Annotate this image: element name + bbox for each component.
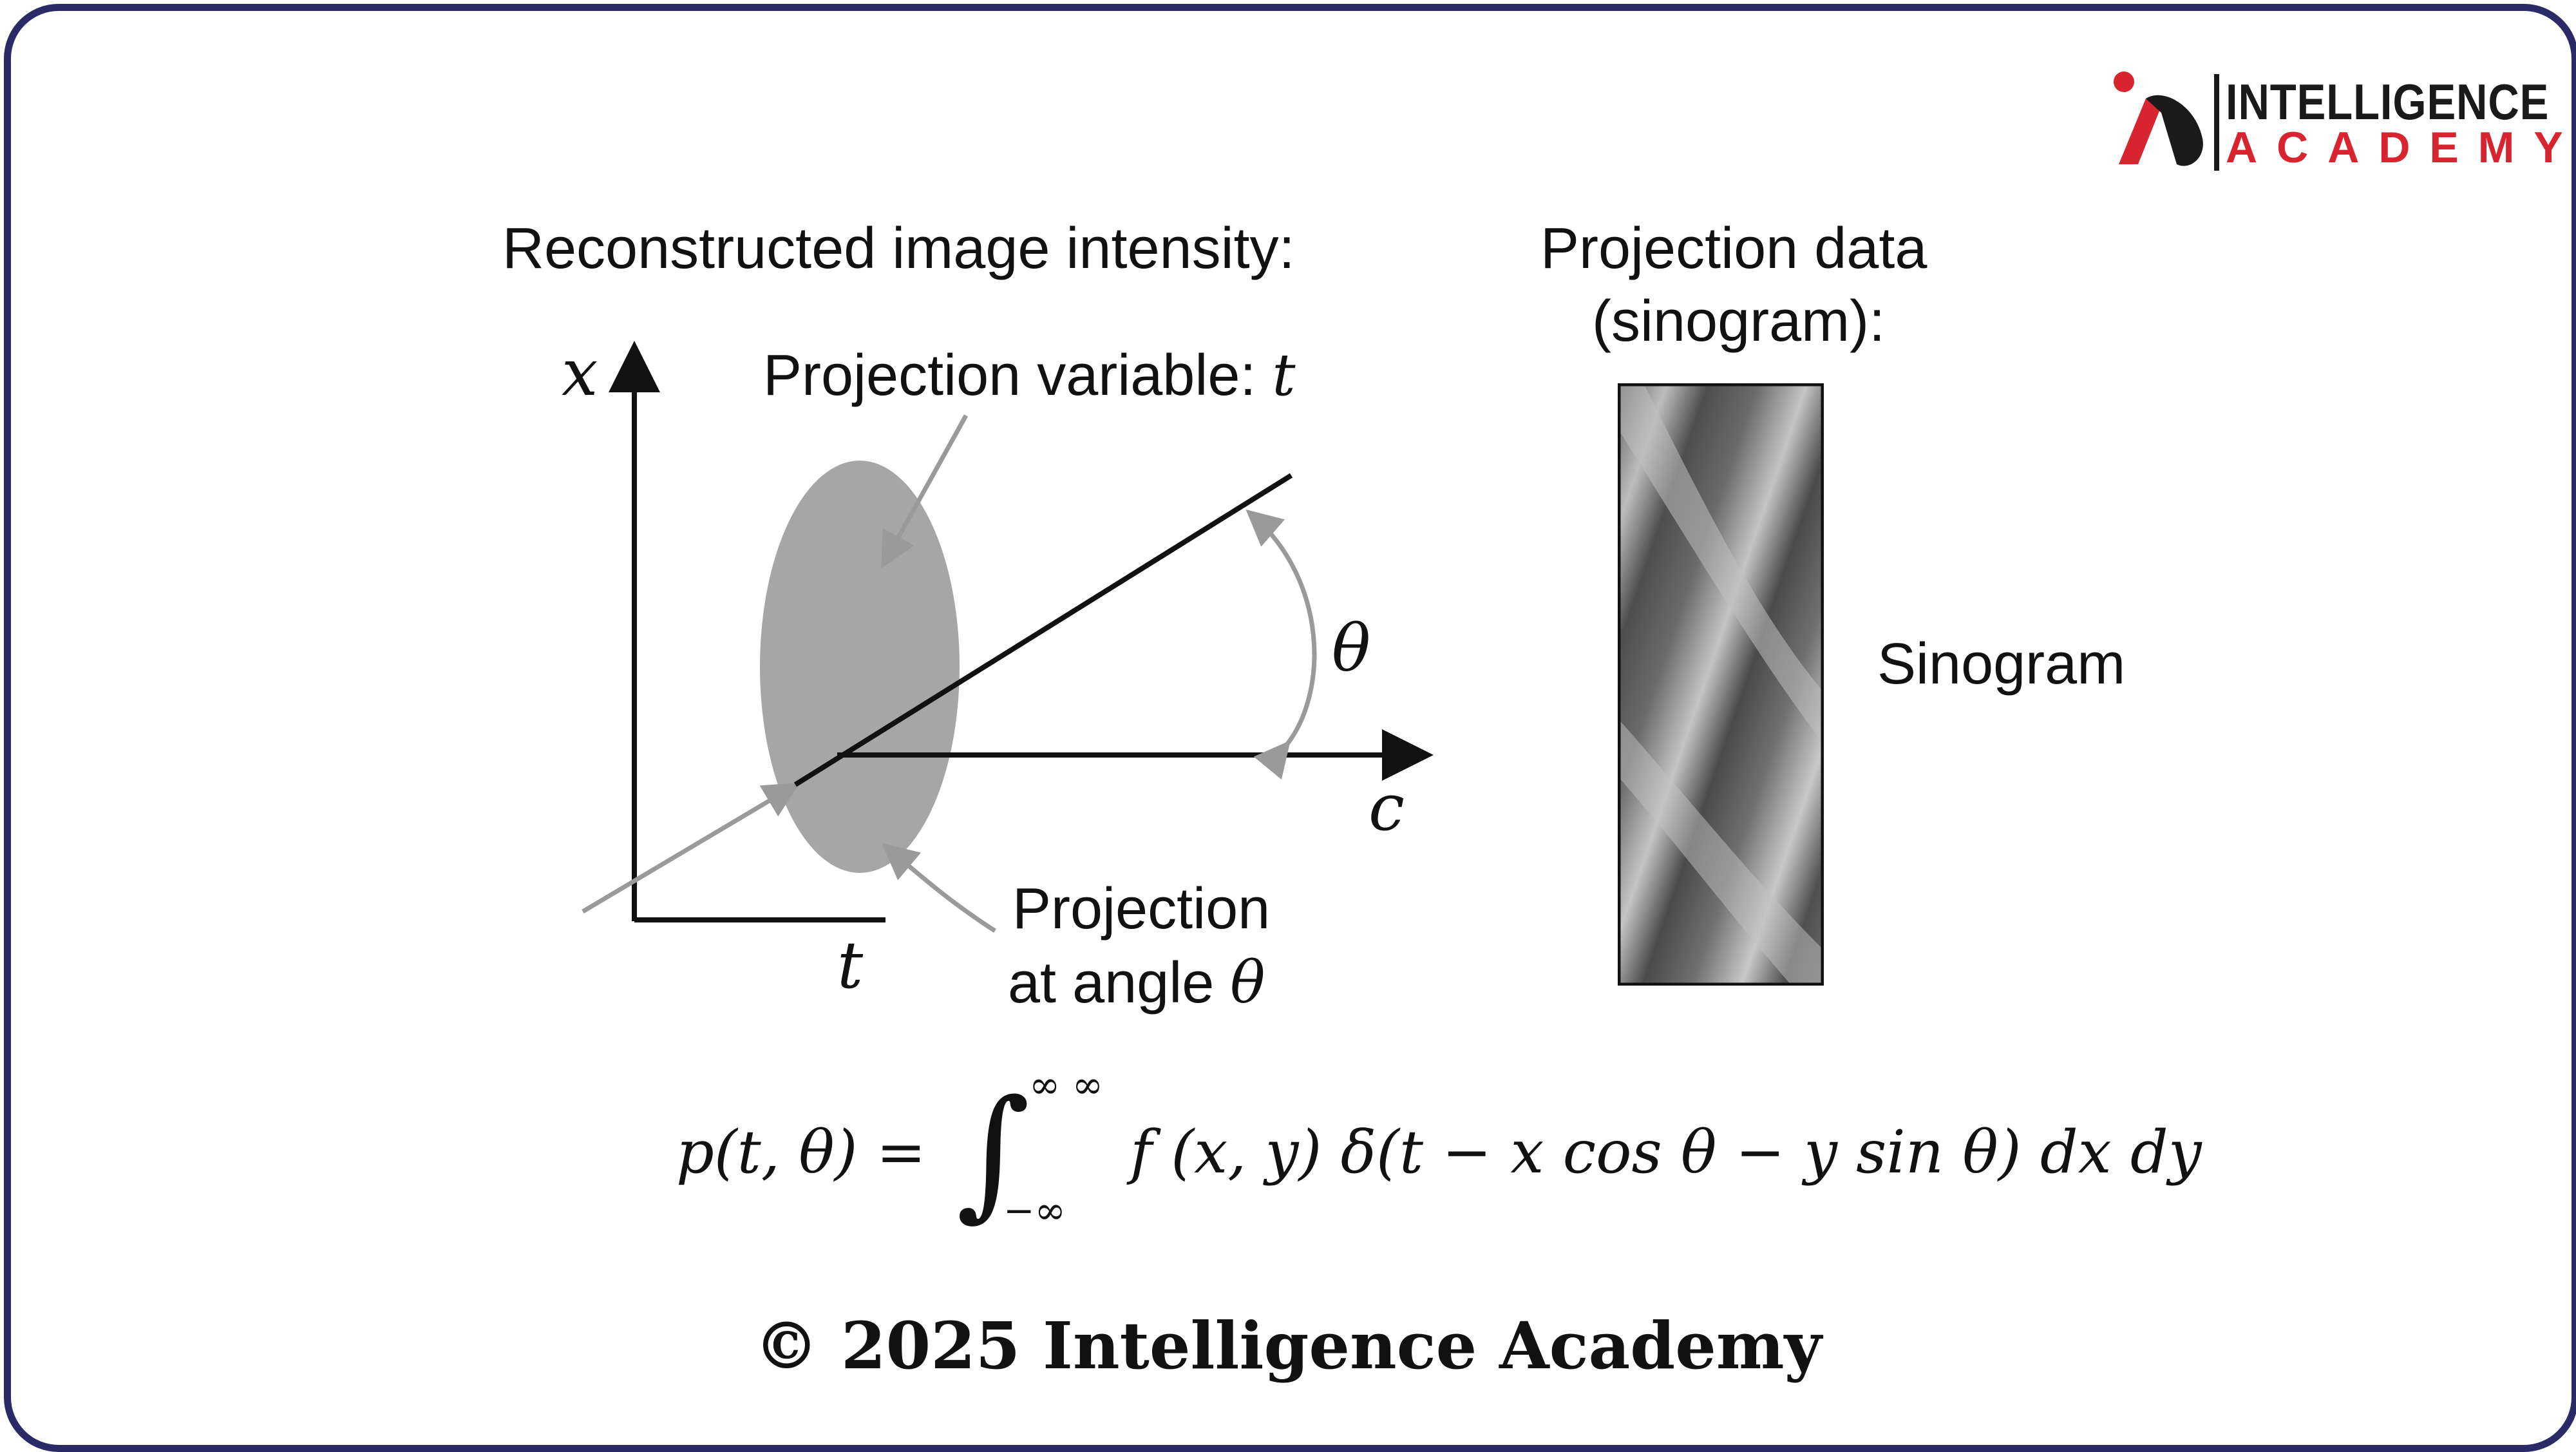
radon-equation: p(t, θ) = ∫ ∞ ∞ −∞ f (x, y) δ(t − x cos … [670, 1056, 2202, 1250]
equation-lhs: p(t, θ) = [676, 1118, 926, 1187]
logo-icon [2114, 72, 2219, 171]
projection-variable-label: Projection variable: t [763, 341, 1296, 409]
object-ellipse [760, 461, 960, 873]
sinogram-band-1 [1618, 383, 1824, 744]
logo-dot [2114, 72, 2134, 92]
projection-variable-text: Projection variable: [763, 343, 1273, 408]
projection-angle-pointer [882, 843, 996, 933]
projection-label-text: at angle [1008, 951, 1231, 1015]
angle-label-theta: θ [1332, 611, 1371, 686]
axis-label-c: c [1368, 770, 1405, 845]
copyright-footer: © 2025 Intelligence Academy [754, 1308, 1822, 1384]
projection-label-line2: at angle θ [1008, 949, 1265, 1017]
equation-integrand: f (x, y) δ(t − x cos θ − y sin θ) dx dy [1130, 1118, 2202, 1187]
sinogram-band-2 [1618, 718, 1824, 986]
integral-sign: ∫ [956, 1069, 1030, 1234]
axis-label-x: x [562, 335, 598, 410]
equation-lower-limit: −∞ [1003, 1189, 1066, 1232]
slide-frame [4, 4, 2576, 1452]
projection-variable-pointer [881, 414, 969, 569]
sinogram-border [1618, 383, 1824, 986]
sinogram-side-label: Sinogram [1877, 632, 2126, 696]
logo-divider [2214, 74, 2219, 171]
logo-text-bottom: ACADEMY [2226, 123, 2576, 172]
right-panel-title-line2: (sinogram): [1592, 289, 1886, 354]
equation-upper-limit: ∞ ∞ [1029, 1063, 1104, 1107]
logo-stroke-red [2119, 99, 2161, 164]
left-panel-title: Reconstructed image intensity: [502, 216, 1295, 281]
rotated-axis-line [793, 473, 1293, 787]
logo-stroke-dark [2146, 95, 2203, 166]
angle-arc [1245, 509, 1317, 780]
projection-variable-symbol: t [1272, 341, 1296, 409]
logo-text-top: INTELLIGENCE [2226, 73, 2550, 130]
right-panel-title-line1: Projection data [1540, 216, 1927, 281]
sinogram-image [1618, 383, 1824, 986]
projection-ray [582, 782, 800, 914]
axis-label-t: t [837, 928, 864, 1003]
projection-label-symbol: θ [1230, 949, 1265, 1017]
projection-label-line1: Projection [1012, 877, 1271, 941]
